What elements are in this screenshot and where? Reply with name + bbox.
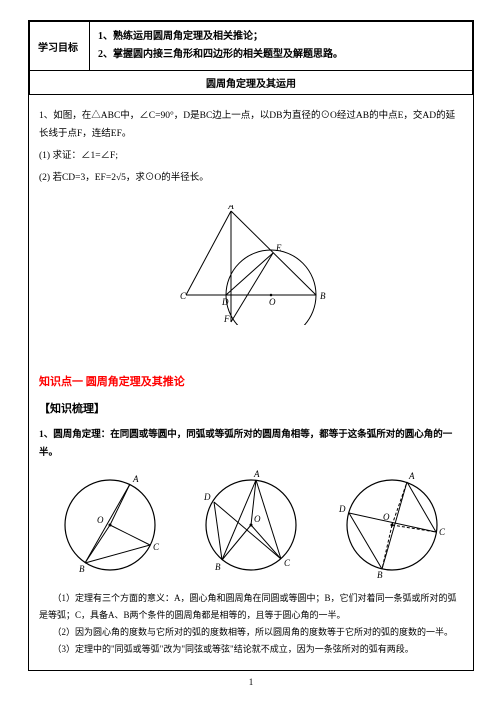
note-2: （2）因为圆心角的度数与它所对的弧的度数相等，所以圆周角的度数等于它所对的弧的度… [39, 624, 463, 641]
page-container: 学习目标 1、熟练运用圆周角定理及相关推论； 2、掌握圆内接三角形和四边形的相关… [0, 20, 502, 687]
svg-text:C: C [153, 542, 160, 552]
svg-text:O: O [383, 512, 390, 522]
document-border: 学习目标 1、熟练运用圆周角定理及相关推论； 2、掌握圆内接三角形和四边形的相关… [28, 20, 474, 671]
svg-text:D: D [338, 504, 346, 514]
svg-text:C: C [439, 527, 446, 537]
svg-text:B: B [215, 562, 221, 572]
svg-text:D: D [203, 492, 211, 502]
page-number: 1 [0, 677, 502, 687]
svg-text:B: B [79, 564, 85, 574]
header-goals: 1、熟练运用圆周角定理及相关推论； 2、掌握圆内接三角形和四边形的相关题型及解题… [90, 22, 473, 71]
three-circles-figure: A B C O A B C [39, 470, 463, 580]
theorem-text: 1、圆周角定理：在同圆或等圆中，同弧或等弧所对的圆周角相等，都等于这条弧所对的圆… [39, 426, 463, 462]
circle-diagram-3: A B C D O [337, 470, 447, 580]
section-knowledge-title: 知识点一 圆周角定理及其推论 [39, 372, 463, 393]
goal-1: 1、熟练运用圆周角定理及相关推论； [98, 28, 464, 46]
header-table: 学习目标 1、熟练运用圆周角定理及相关推论； 2、掌握圆内接三角形和四边形的相关… [29, 21, 473, 95]
problem-line-2: (1) 求证：∠1=∠F; [39, 147, 463, 165]
circle-diagram-1: A B C O [55, 470, 165, 580]
svg-text:O: O [269, 297, 276, 307]
svg-text:A: A [408, 471, 415, 481]
problem-line-1: 1、如图，在△ABC中，∠C=90°，D是BC边上一点，以DB为直径的⊙O经过A… [39, 107, 463, 143]
goal-2: 2、掌握圆内接三角形和四边形的相关题型及解题思路。 [98, 46, 464, 64]
title-row: 圆周角定理及其运用 [30, 71, 473, 95]
note-3: （3）定理中的"同弧或等弧"改为"同弦或等弦"结论就不成立，因为一条弦所对的弧有… [39, 641, 463, 658]
doc-title: 圆周角定理及其运用 [30, 71, 473, 95]
header-row: 学习目标 1、熟练运用圆周角定理及相关推论； 2、掌握圆内接三角形和四边形的相关… [30, 22, 473, 71]
circle-diagram-2: A B C D O [196, 470, 306, 580]
problem-diagram: A B C D E F O [176, 205, 326, 325]
problem-line-3: (2) 若CD=3，EF=2√5，求⊙O的半径长。 [39, 169, 463, 187]
content-area: 1、如图，在△ABC中，∠C=90°，D是BC边上一点，以DB为直径的⊙O经过A… [29, 95, 473, 670]
svg-text:B: B [320, 291, 326, 301]
svg-text:D: D [221, 297, 229, 307]
svg-text:O: O [254, 514, 261, 524]
note-1: （1）定理有三个方面的意义：A，圆心角和圆周角在同圆或等圆中；B，它们对着同一条… [39, 590, 463, 624]
svg-text:E: E [275, 243, 282, 253]
svg-text:F: F [223, 314, 230, 324]
section-summary-title: 【知识梳理】 [39, 399, 463, 420]
header-label: 学习目标 [30, 22, 90, 71]
svg-text:A: A [253, 470, 260, 479]
svg-text:O: O [97, 515, 104, 525]
svg-text:B: B [377, 570, 383, 580]
svg-text:A: A [227, 205, 234, 211]
figure-1: A B C D E F O [39, 205, 463, 332]
svg-text:C: C [284, 558, 291, 568]
svg-text:C: C [180, 291, 187, 301]
svg-text:A: A [132, 474, 139, 484]
